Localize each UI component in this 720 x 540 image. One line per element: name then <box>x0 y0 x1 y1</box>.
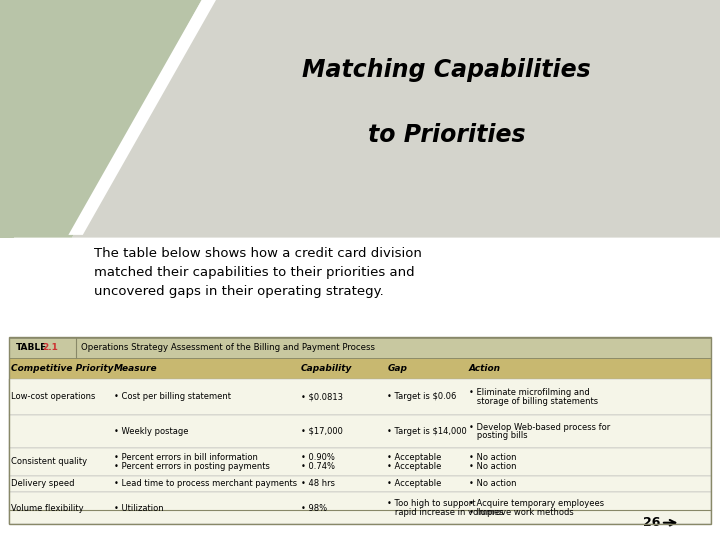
Text: • No action: • No action <box>469 462 516 470</box>
Text: • No action: • No action <box>469 480 516 488</box>
Text: • Acceptable: • Acceptable <box>387 453 442 462</box>
Text: • 98%: • 98% <box>301 504 327 512</box>
Text: • Percent errors in posting payments: • Percent errors in posting payments <box>114 462 269 470</box>
Text: • Percent errors in bill information: • Percent errors in bill information <box>114 453 258 462</box>
Bar <box>9 476 711 492</box>
Bar <box>9 415 711 448</box>
Text: Consistent quality: Consistent quality <box>11 457 87 466</box>
Text: • Acquire temporary employees: • Acquire temporary employees <box>469 500 604 508</box>
Text: • No action: • No action <box>469 453 516 462</box>
Text: • Eliminate microfilming and: • Eliminate microfilming and <box>469 388 590 397</box>
Polygon shape <box>68 0 216 235</box>
Text: Capability: Capability <box>301 364 352 373</box>
Text: • $0.0813: • $0.0813 <box>301 393 343 401</box>
Bar <box>9 338 711 524</box>
Bar <box>9 448 711 476</box>
Text: Volume flexibility: Volume flexibility <box>11 504 84 512</box>
Text: TABLE: TABLE <box>16 343 47 352</box>
Text: Delivery speed: Delivery speed <box>11 480 74 488</box>
Text: Operations Strategy Assessment of the Billing and Payment Process: Operations Strategy Assessment of the Bi… <box>81 343 374 352</box>
Text: Action: Action <box>469 364 500 373</box>
Text: • Improve work methods: • Improve work methods <box>469 508 573 517</box>
Bar <box>9 358 711 379</box>
Bar <box>9 338 711 358</box>
Text: • Weekly postage: • Weekly postage <box>114 427 188 436</box>
Polygon shape <box>72 0 720 238</box>
Text: 26: 26 <box>643 516 660 529</box>
Text: posting bills: posting bills <box>469 431 527 440</box>
Text: • Target is $0.06: • Target is $0.06 <box>387 393 456 401</box>
Text: Matching Capabilities: Matching Capabilities <box>302 58 591 82</box>
Text: • Cost per billing statement: • Cost per billing statement <box>114 393 230 401</box>
Text: • Acceptable: • Acceptable <box>387 480 442 488</box>
Text: Low-cost operations: Low-cost operations <box>11 393 95 401</box>
Text: Competitive Priority: Competitive Priority <box>11 364 113 373</box>
Text: • Target is $14,000: • Target is $14,000 <box>387 427 467 436</box>
Text: 2.1: 2.1 <box>42 343 58 352</box>
Text: The table below shows how a credit card division
matched their capabilities to t: The table below shows how a credit card … <box>94 247 421 298</box>
Text: storage of billing statements: storage of billing statements <box>469 397 598 406</box>
Polygon shape <box>0 0 14 238</box>
Polygon shape <box>0 0 202 238</box>
Text: • Too high to support: • Too high to support <box>387 500 476 508</box>
Text: Measure: Measure <box>114 364 158 373</box>
Bar <box>9 492 711 524</box>
Text: • Develop Web-based process for: • Develop Web-based process for <box>469 423 610 431</box>
Text: • Acceptable: • Acceptable <box>387 462 442 470</box>
Text: Gap: Gap <box>387 364 408 373</box>
Text: to Priorities: to Priorities <box>368 123 525 147</box>
Text: • 0.90%: • 0.90% <box>301 453 335 462</box>
Text: • 0.74%: • 0.74% <box>301 462 335 470</box>
Bar <box>9 379 711 415</box>
Text: • Lead time to process merchant payments: • Lead time to process merchant payments <box>114 480 297 488</box>
Text: • $17,000: • $17,000 <box>301 427 343 436</box>
Text: • Utilization: • Utilization <box>114 504 163 512</box>
Text: rapid increase in volumes: rapid increase in volumes <box>387 508 504 517</box>
Text: • 48 hrs: • 48 hrs <box>301 480 335 488</box>
